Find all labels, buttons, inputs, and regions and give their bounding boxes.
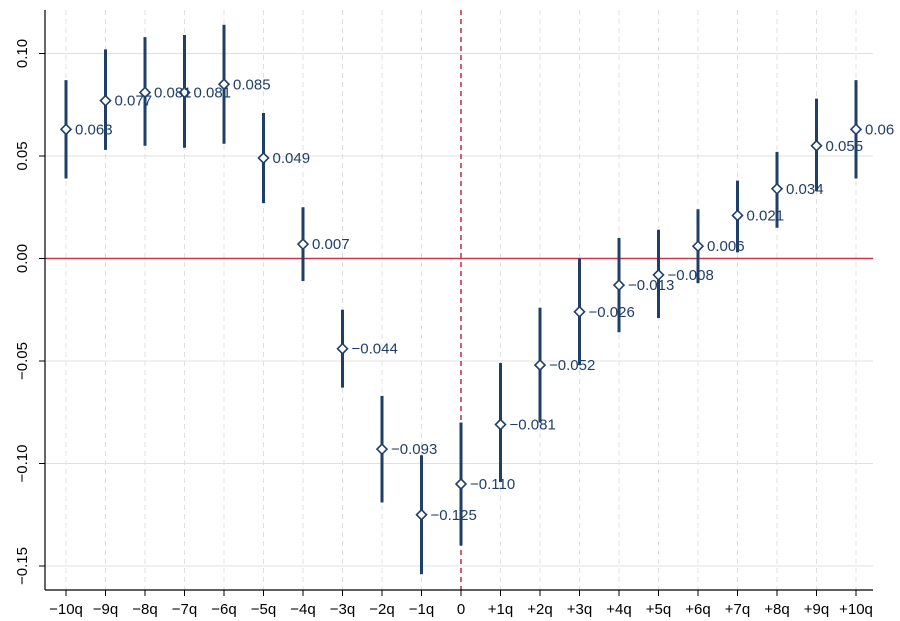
y-tick-label: 0.00	[14, 244, 31, 273]
axes: 0.10 0.05 0.00 −0.05 −0.10 −0.15 −10q −9q −8q −7q…	[14, 10, 873, 618]
data-label: 0.081	[154, 84, 192, 101]
estimate-point	[178, 86, 191, 99]
estimate-point	[296, 238, 310, 251]
estimate-point	[257, 151, 270, 165]
y-tick-label: 0.05	[14, 141, 31, 170]
data-label: −0.052	[549, 357, 595, 374]
y-tick-label: 0.10	[14, 39, 31, 68]
data-label: 0.007	[312, 236, 350, 253]
data-label: −0.110	[470, 476, 515, 493]
data-label: −0.026	[589, 304, 635, 321]
data-label: 0.063	[75, 121, 113, 138]
estimate-point	[375, 443, 389, 456]
estimate-points	[59, 78, 863, 521]
data-label: −0.008	[668, 267, 714, 284]
x-tick-label: +8q	[764, 601, 789, 618]
x-tick-label: −1q	[409, 601, 434, 618]
data-label: 0.081	[194, 84, 232, 101]
x-tick-label: −4q	[290, 601, 315, 618]
data-label: −0.093	[391, 441, 437, 458]
x-tick-label: +10q	[839, 601, 873, 618]
estimate-point	[612, 279, 626, 292]
data-label: 0.077	[115, 93, 153, 110]
data-label: 0.085	[233, 76, 271, 93]
x-tick-label: −8q	[132, 601, 157, 618]
x-tick-label: 0	[457, 601, 465, 618]
estimate-point	[59, 123, 73, 136]
data-label: −0.013	[628, 277, 674, 294]
estimate-point	[731, 209, 744, 222]
estimate-point	[770, 182, 784, 195]
data-label: −0.081	[510, 417, 556, 434]
data-label: 0.06	[865, 121, 894, 138]
data-label: −0.125	[431, 507, 477, 524]
data-label: 0.049	[273, 150, 311, 167]
reference-lines	[45, 10, 873, 590]
data-label: 0.034	[786, 181, 824, 198]
x-tick-label: +1q	[488, 601, 513, 618]
x-tick-label: −7q	[172, 601, 197, 618]
x-tick-label: +9q	[804, 601, 829, 618]
estimate-point	[691, 240, 705, 253]
x-tick-label: +4q	[606, 601, 631, 618]
estimate-point	[138, 86, 152, 99]
x-tick-label: +7q	[725, 601, 750, 618]
estimate-point	[415, 508, 428, 521]
y-tick-label: −0.10	[14, 445, 31, 483]
estimate-point	[217, 78, 231, 91]
estimate-point	[336, 342, 349, 355]
data-label: 0.006	[707, 238, 745, 255]
data-label: 0.021	[747, 207, 785, 224]
estimate-point	[573, 305, 586, 318]
data-label: −0.044	[352, 341, 398, 358]
x-tick-label: +2q	[527, 601, 552, 618]
x-tick-label: −6q	[211, 601, 236, 618]
estimate-point	[849, 123, 863, 136]
estimate-point	[494, 418, 507, 431]
x-tick-label: −3q	[330, 601, 355, 618]
x-tick-label: −10q	[49, 601, 83, 618]
estimate-point	[99, 94, 112, 107]
estimate-point	[454, 477, 468, 491]
x-tick-label: +6q	[685, 601, 710, 618]
x-tick-label: −9q	[93, 601, 118, 618]
estimate-point	[533, 358, 547, 372]
estimate-point	[810, 139, 823, 152]
x-tick-label: −2q	[369, 601, 394, 618]
x-tick-label: −5q	[251, 601, 276, 618]
x-tick-label: +5q	[646, 601, 671, 618]
y-tick-label: −0.15	[14, 547, 31, 585]
data-label: 0.055	[826, 138, 864, 155]
x-tick-label: +3q	[567, 601, 592, 618]
y-tick-label: −0.05	[14, 342, 31, 380]
estimate-point	[652, 268, 665, 282]
